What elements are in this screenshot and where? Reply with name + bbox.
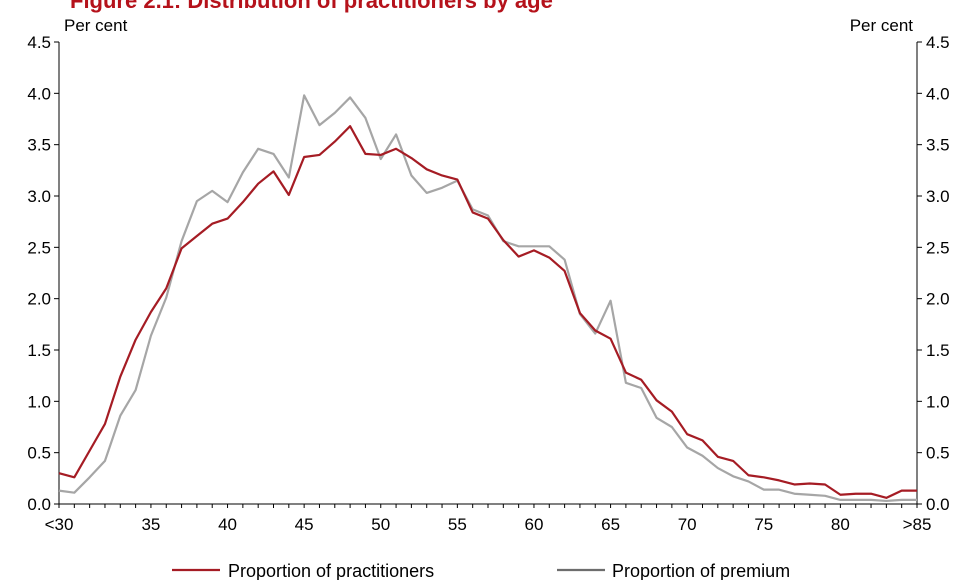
legend-label-premium: Proportion of premium <box>612 561 790 580</box>
y-tick-label-right: 1.5 <box>926 341 950 360</box>
y-tick-label-right: 2.0 <box>926 290 950 309</box>
y-tick-label-right: 3.5 <box>926 136 950 155</box>
y-unit-right: Per cent <box>850 16 914 35</box>
legend: Proportion of practitioners Proportion o… <box>172 561 790 580</box>
legend-label-practitioners: Proportion of practitioners <box>228 561 434 580</box>
chart-title: Figure 2.1: Distribution of practitioner… <box>70 0 553 13</box>
x-tick-label: 80 <box>831 515 850 534</box>
y-tick-label-left: 2.0 <box>27 290 51 309</box>
x-tick-label: 70 <box>678 515 697 534</box>
y-tick-label-left: 3.5 <box>27 136 51 155</box>
x-tick-label: 50 <box>371 515 390 534</box>
y-tick-label-left: 0.5 <box>27 444 51 463</box>
series-line-practitioners <box>58 125 917 499</box>
x-tick-label: <30 <box>45 515 74 534</box>
x-tick-label: 45 <box>295 515 314 534</box>
series-line-premium <box>58 94 917 503</box>
y-tick-label-right: 2.5 <box>926 238 950 257</box>
y-tick-label-left: 3.0 <box>27 187 51 206</box>
y-tick-label-left: 4.5 <box>27 33 51 52</box>
y-unit-left: Per cent <box>64 16 128 35</box>
y-tick-label-left: 1.5 <box>27 341 51 360</box>
x-tick-label: 60 <box>525 515 544 534</box>
x-tick-label: >85 <box>903 515 932 534</box>
y-tick-label-right: 4.0 <box>926 84 950 103</box>
y-tick-label-right: 0.0 <box>926 495 950 514</box>
y-tick-label-right: 3.0 <box>926 187 950 206</box>
y-tick-label-left: 2.5 <box>27 238 51 257</box>
x-tick-label: 65 <box>601 515 620 534</box>
x-tick-label: 75 <box>754 515 773 534</box>
y-tick-label-left: 0.0 <box>27 495 51 514</box>
x-tick-label: 55 <box>448 515 467 534</box>
x-tick-label: 35 <box>141 515 160 534</box>
ticks-layer: 0.0 0.0 0.5 0.5 1.0 1.0 1.5 1.5 2.0 2.0 2.5 2.5 3.0 3… <box>27 33 949 534</box>
y-tick-label-left: 1.0 <box>27 392 51 411</box>
y-tick-label-right: 1.0 <box>926 392 950 411</box>
series-layer <box>58 94 917 503</box>
x-tick-label: 40 <box>218 515 237 534</box>
y-tick-label-right: 0.5 <box>926 444 950 463</box>
y-tick-label-right: 4.5 <box>926 33 950 52</box>
y-tick-label-left: 4.0 <box>27 84 51 103</box>
